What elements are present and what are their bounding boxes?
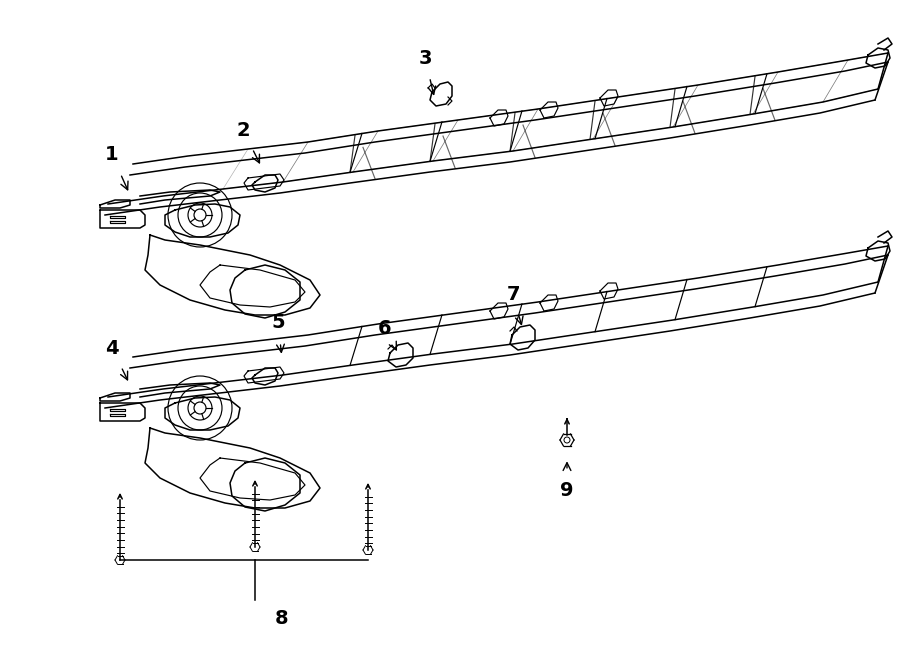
Polygon shape — [593, 278, 698, 332]
Text: 8: 8 — [275, 609, 289, 627]
Polygon shape — [513, 97, 618, 151]
Polygon shape — [223, 335, 308, 382]
Polygon shape — [223, 142, 308, 189]
Polygon shape — [283, 131, 378, 182]
Text: 2: 2 — [236, 120, 259, 163]
Polygon shape — [823, 53, 888, 102]
Polygon shape — [433, 109, 538, 161]
Polygon shape — [823, 246, 888, 295]
Text: 7: 7 — [506, 286, 523, 325]
Text: 3: 3 — [418, 48, 436, 95]
Text: 4: 4 — [105, 338, 128, 380]
Polygon shape — [353, 313, 458, 365]
Polygon shape — [433, 302, 538, 354]
Polygon shape — [283, 324, 378, 375]
Polygon shape — [673, 265, 778, 320]
Polygon shape — [753, 253, 848, 307]
Polygon shape — [673, 72, 778, 127]
Polygon shape — [353, 120, 458, 172]
Text: 1: 1 — [105, 145, 128, 190]
Polygon shape — [513, 290, 618, 344]
Text: 9: 9 — [560, 463, 574, 500]
Text: 6: 6 — [378, 319, 396, 350]
Polygon shape — [753, 60, 848, 114]
Polygon shape — [593, 85, 698, 139]
Text: 5: 5 — [271, 313, 284, 352]
